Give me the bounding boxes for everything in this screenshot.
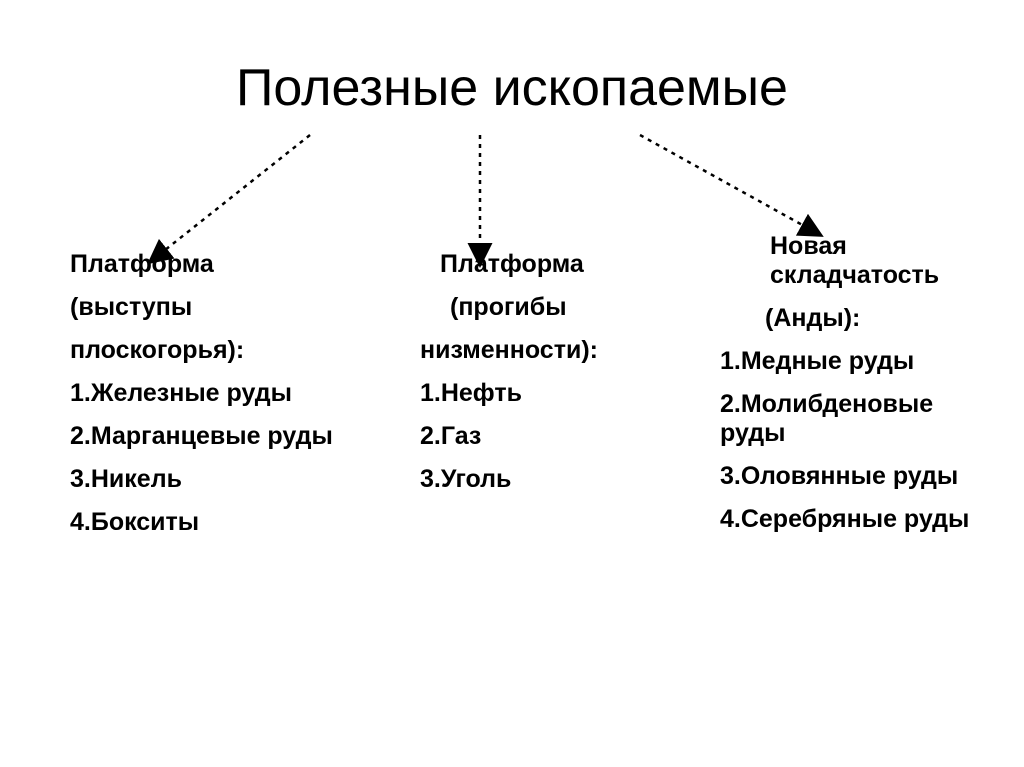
columns-container: Платформа (выступы плоскогорья): 1.Желез… — [0, 250, 1024, 551]
col2-item-1: 1.Нефть — [420, 379, 700, 408]
col1-item-3: 3.Никель — [70, 465, 390, 494]
column-andes: Новая складчатость (Анды): 1.Медные руды… — [710, 232, 990, 551]
col3-item-4: 4.Серебряные руды — [720, 505, 980, 534]
col1-header-3: плоскогорья): — [70, 336, 390, 365]
col2-header-3: низменности): — [420, 336, 700, 365]
col3-header-1: Новая складчатость — [720, 232, 980, 290]
col3-item-3: 3.Оловянные руды — [720, 462, 980, 491]
col1-header-2: (выступы — [70, 293, 390, 322]
page-title: Полезные ископаемые — [0, 58, 1024, 118]
col1-item-1: 1.Железные руды — [70, 379, 390, 408]
column-platform-lowland: Платформа (прогибы низменности): 1.Нефть… — [410, 250, 710, 551]
col3-item-1: 1.Медные руды — [720, 347, 980, 376]
col2-item-3: 3.Уголь — [420, 465, 700, 494]
col3-item-2: 2.Молибденовые руды — [720, 390, 980, 448]
col1-header-1: Платформа — [70, 250, 390, 279]
col2-header-1: Платформа — [420, 250, 700, 279]
col1-item-4: 4.Бокситы — [70, 508, 390, 537]
arrow-left-line — [155, 135, 310, 258]
col2-item-2: 2.Газ — [420, 422, 700, 451]
arrow-right-line — [640, 135, 815, 232]
col1-item-2: 2.Марганцевые руды — [70, 422, 390, 451]
column-platform-plateau: Платформа (выступы плоскогорья): 1.Желез… — [60, 250, 400, 551]
col2-header-2: (прогибы — [420, 293, 700, 322]
col3-header-2: (Анды): — [720, 304, 980, 333]
